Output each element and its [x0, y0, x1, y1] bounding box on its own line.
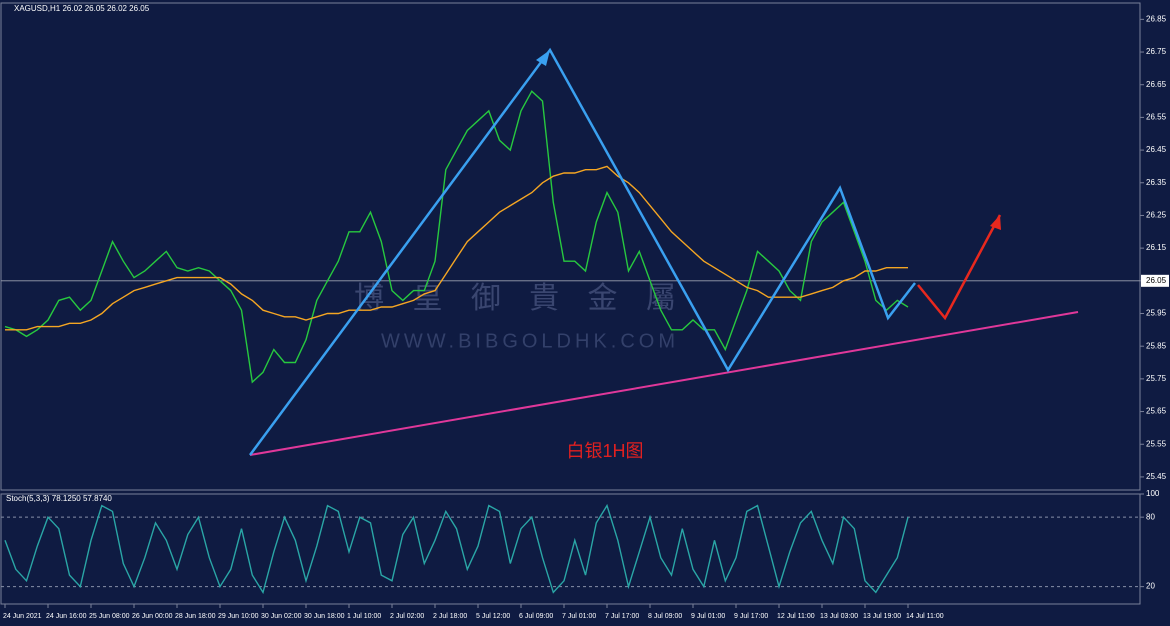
- stoch-panel: [0, 493, 1141, 605]
- x-tick-label: 7 Jul 17:00: [605, 613, 639, 620]
- y-tick-label: 26.15: [1146, 243, 1167, 252]
- y-tick-label: 20: [1146, 582, 1155, 591]
- y-tick-label: 25.65: [1146, 407, 1167, 416]
- x-tick-label: 30 Jun 02:00: [261, 613, 302, 620]
- x-tick-label: 2 Jul 02:00: [390, 613, 424, 620]
- forecast-path: [917, 214, 1002, 321]
- x-tick-label: 5 Jul 12:00: [476, 613, 510, 620]
- y-tick-label: 25.45: [1146, 472, 1167, 481]
- drawings: [248, 47, 1079, 456]
- y-tick-label: 100: [1146, 489, 1160, 498]
- x-tick-label: 28 Jun 18:00: [175, 613, 216, 620]
- x-tick-label: 2 Jul 18:00: [433, 613, 467, 620]
- y-tick-label: 25.75: [1146, 374, 1167, 383]
- y-tick-label: 26.85: [1146, 14, 1167, 23]
- symbol-title: XAGUSD,H1 26.02 26.05 26.02 26.05: [14, 4, 150, 13]
- watermark: 博 皇 御 貴 金 屬: [354, 282, 686, 315]
- y-tick-label: 25.95: [1146, 309, 1167, 318]
- x-tick-label: 26 Jun 00:00: [132, 613, 173, 620]
- x-tick-label: 14 Jul 11:00: [906, 613, 944, 620]
- arrow-head: [990, 215, 1001, 230]
- chart-annotation: 白银1H图: [566, 441, 643, 461]
- x-tick-label: 1 Jul 10:00: [347, 613, 381, 620]
- x-tick-label: 24 Jun 16:00: [46, 613, 87, 620]
- x-tick-label: 13 Jul 19:00: [863, 613, 901, 620]
- x-tick-label: 13 Jul 03:00: [820, 613, 858, 620]
- watermark-url: WWW.BIBGOLDHK.COM: [381, 330, 679, 352]
- trend-line: [249, 311, 1079, 456]
- x-tick-label: 6 Jul 09:00: [519, 613, 553, 620]
- last-price-box: [1141, 274, 1169, 287]
- x-tick-label: 9 Jul 17:00: [734, 613, 768, 620]
- x-tick-label: 8 Jul 09:00: [648, 613, 682, 620]
- y-tick-label: 25.55: [1146, 439, 1167, 448]
- series-line: [4, 90, 909, 384]
- x-tick-label: 7 Jul 01:00: [562, 613, 596, 620]
- y-tick-label: 26.65: [1146, 80, 1167, 89]
- stoch-title: Stoch(5,3,3) 78.1250 57.8740: [6, 494, 112, 503]
- x-tick-label: 25 Jun 08:00: [89, 613, 130, 620]
- y-tick-label: 26.45: [1146, 145, 1167, 154]
- x-tick-label: 30 Jun 18:00: [304, 613, 345, 620]
- y-tick-label: 25.85: [1146, 341, 1167, 350]
- y-tick-label: 26.75: [1146, 47, 1167, 56]
- x-tick-label: 24 Jun 2021: [3, 613, 42, 620]
- arrow-head: [536, 50, 550, 66]
- series-line: [4, 503, 909, 595]
- last-price-label: 26.05: [1146, 276, 1167, 285]
- y-tick-label: 26.35: [1146, 178, 1167, 187]
- series-line: [5, 165, 908, 331]
- y-tick-label: 26.55: [1146, 113, 1167, 122]
- wave-path: [248, 47, 916, 456]
- x-tick-label: 9 Jul 01:00: [691, 613, 725, 620]
- x-tick-label: 29 Jun 10:00: [218, 613, 259, 620]
- y-tick-label: 80: [1146, 512, 1155, 521]
- x-tick-label: 12 Jul 11:00: [777, 613, 815, 620]
- y-tick-label: 26.25: [1146, 211, 1167, 220]
- price-panel: [0, 2, 1141, 491]
